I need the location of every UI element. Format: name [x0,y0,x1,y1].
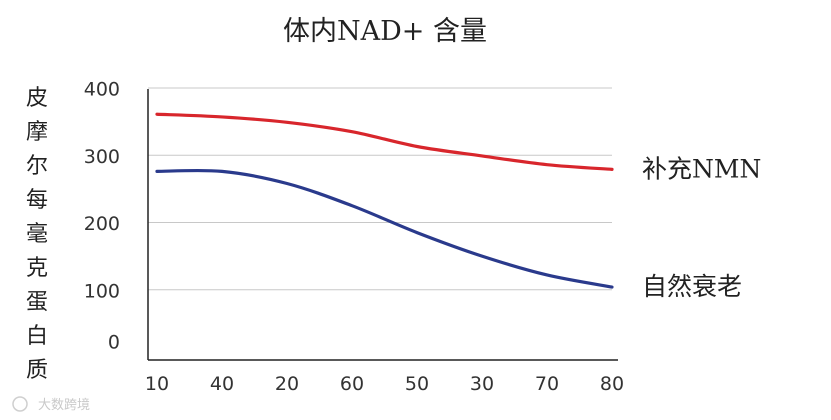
y-tick-label: 400 [84,79,120,101]
watermark-logo-icon [12,396,28,412]
x-tick-label: 70 [535,373,559,395]
x-tick-labels: 10 40 20 60 50 30 70 80 [145,373,624,395]
legend-label-1: 自然衰老 [642,272,742,301]
x-tick-label: 20 [275,373,299,395]
gridlines [148,87,612,291]
x-tick-label: 30 [470,373,494,395]
x-tick-label: 80 [600,373,624,395]
y-tick-label: 200 [84,213,120,235]
y-tick-labels: 0 100 200 300 400 [84,79,120,354]
x-tick-label: 10 [145,373,169,395]
y-tick-label: 100 [84,280,120,302]
x-tick-label: 60 [340,373,364,395]
series-line-1 [155,168,614,289]
legend-label-0: 补充NMN [642,154,761,183]
legend: 补充NMN 自然衰老 [642,154,761,301]
series-line-0 [155,112,614,171]
x-tick-label: 40 [210,373,234,395]
y-tick-label: 0 [108,332,120,354]
y-tick-label: 300 [84,146,120,168]
watermark-text: 大数跨境 [38,398,90,413]
chart-title: 体内NAD+ 含量 [283,16,487,47]
x-tick-label: 50 [405,373,429,395]
series-group [155,112,614,289]
watermark: 大数跨境 [12,396,90,413]
y-axis-label: 皮摩尔每毫克蛋白质 [26,86,48,383]
